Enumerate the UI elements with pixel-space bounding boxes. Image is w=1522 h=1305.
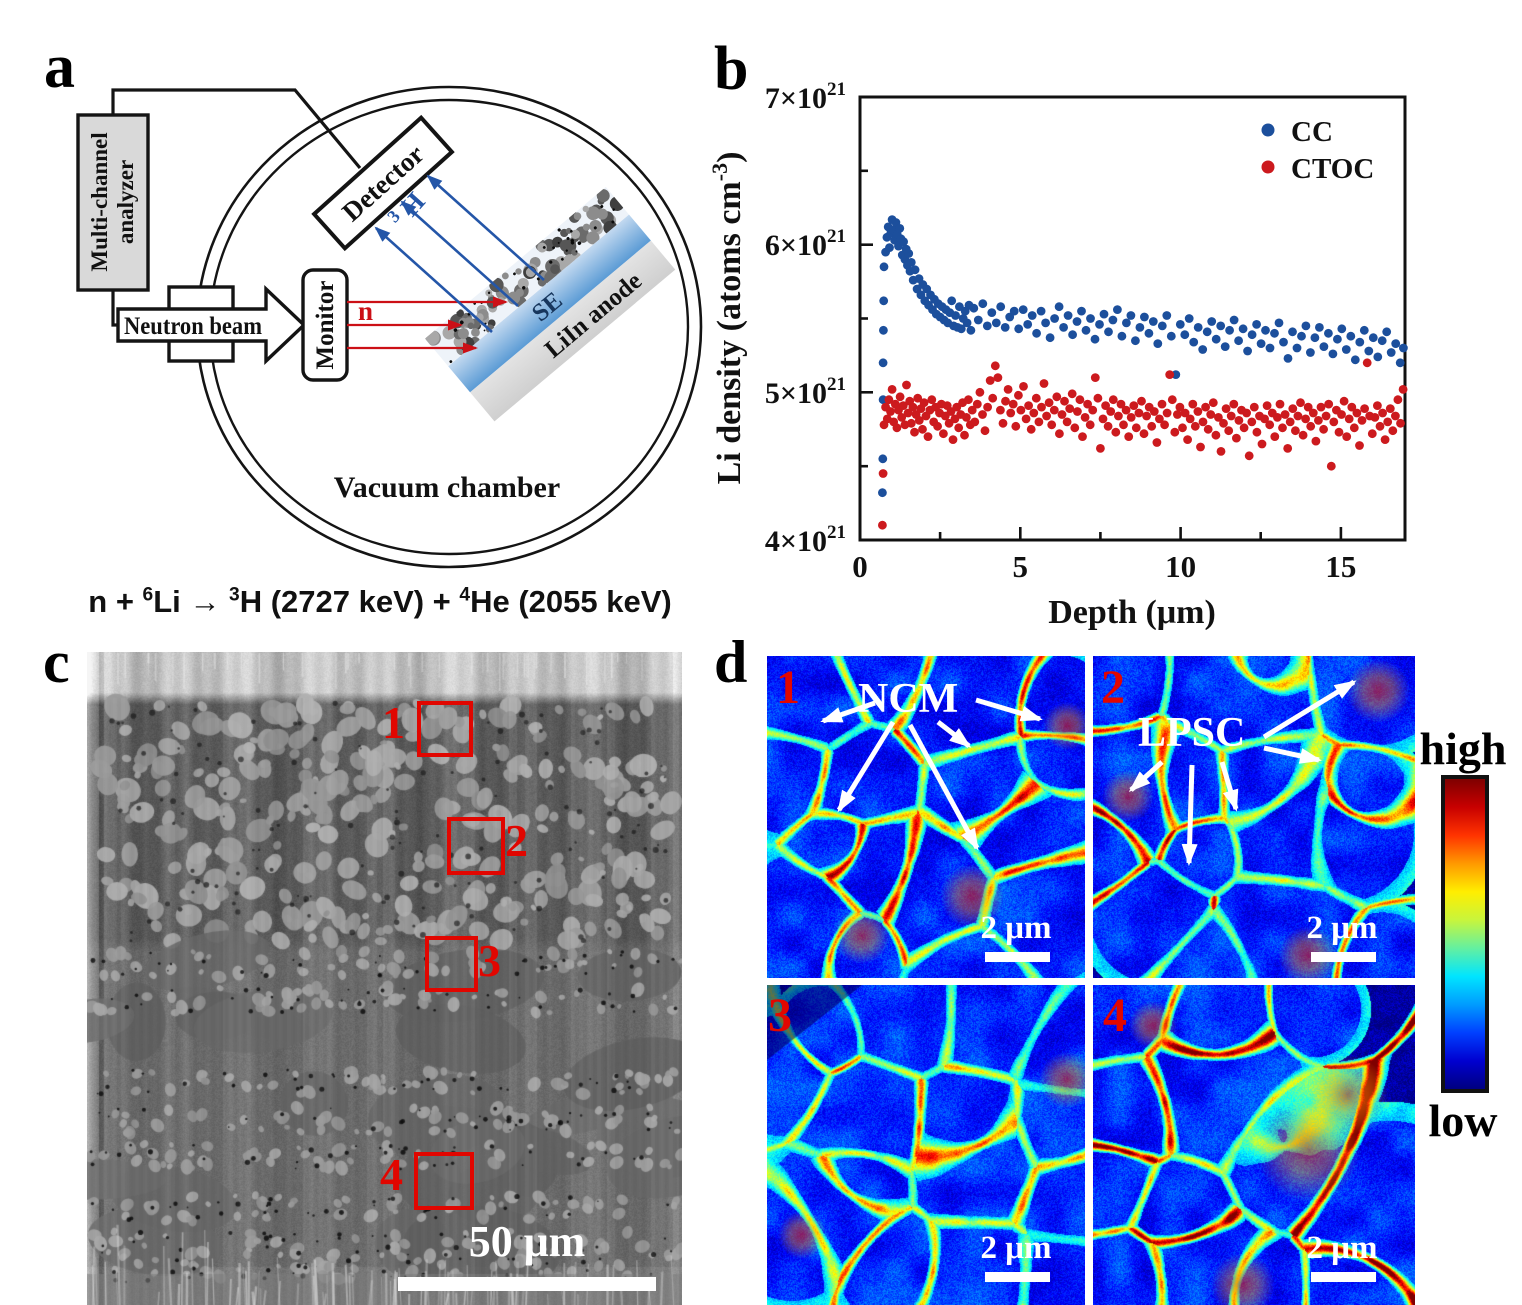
equation-superscript: 4	[459, 584, 471, 606]
heatmap-scalebar-text-2: 2 μm	[1306, 910, 1378, 946]
legend-marker-ctoc	[1261, 160, 1275, 174]
quadrant-number-1: 1	[776, 661, 800, 714]
analyzer-box	[76, 113, 150, 292]
analyzer-label-line2: analyzer	[113, 160, 138, 244]
se-layer	[448, 214, 651, 393]
panel-b-label: b	[714, 35, 749, 103]
lpsc-label: LPSC	[1138, 710, 1246, 756]
region-box-3	[425, 936, 478, 992]
region-box-2	[447, 817, 505, 875]
legend-label-ctoc: CTOC	[1291, 153, 1374, 185]
x-tick-label: 0	[852, 549, 868, 584]
sem-image	[87, 652, 682, 1305]
heatmap-scalebar-2	[1311, 952, 1376, 962]
legend-label-cc: CC	[1291, 116, 1333, 148]
x-tick-label: 15	[1325, 549, 1356, 584]
x-tick-label: 5	[1013, 549, 1029, 584]
neutron-beam-arrow	[116, 285, 307, 365]
colorbar	[1441, 775, 1489, 1093]
heatmap-scalebar-text-4: 2 μm	[1306, 1230, 1378, 1266]
y-axis-ticks	[860, 169, 873, 468]
chart-legend: CC CTOC	[1261, 116, 1374, 185]
heatmap-region-4	[1093, 985, 1415, 1305]
y-tick-label: 7×1021	[765, 79, 846, 115]
region-number-4: 4	[380, 1149, 403, 1200]
panel-b-chart: 7×1021 6×1021 5×1021 4×1021 0 5 10 15 De…	[707, 79, 1408, 630]
neutron-ray-label: n	[358, 296, 373, 326]
scatter-points	[878, 215, 1408, 530]
colorbar-high-label: high	[1419, 723, 1507, 774]
panel-c-label: c	[43, 629, 70, 695]
quadrant-number-4: 4	[1103, 989, 1127, 1042]
quadrant-number-2: 2	[1101, 661, 1125, 714]
panel-a-label: a	[44, 33, 75, 101]
region-number-1: 1	[382, 697, 405, 748]
sem-scalebar-text: 50 μm	[468, 1217, 586, 1266]
region-box-1	[417, 701, 473, 757]
heatmap-scalebar-text-3: 2 μm	[980, 1230, 1052, 1266]
equation-segment: He (2055 keV)	[470, 584, 672, 619]
region-number-3: 3	[478, 935, 501, 986]
analyzer-detector-wire	[111, 88, 362, 170]
equation-superscript: 3	[229, 584, 240, 606]
colorbar-low-label: low	[1428, 1095, 1498, 1146]
triton-rays	[374, 174, 545, 333]
equation-superscript: 6	[142, 584, 154, 606]
heatmap-scalebar-text-1: 2 μm	[980, 910, 1052, 946]
heatmap-scalebar-3	[985, 1272, 1050, 1282]
y-tick-label: 6×1021	[765, 226, 846, 262]
region-box-4	[414, 1152, 474, 1210]
heatmap-scalebar-4	[1311, 1272, 1376, 1282]
y-tick-label: 4×1021	[765, 522, 846, 558]
quadrant-number-3: 3	[768, 989, 792, 1042]
x-axis-ticks	[858, 527, 1343, 540]
region-number-2: 2	[505, 815, 528, 866]
reaction-equation: n + 6Li → 3H (2727 keV) + 4He (2055 keV)	[50, 584, 710, 620]
ncm-label: NCM	[858, 676, 959, 722]
panel-d-label: d	[714, 629, 748, 695]
neutron-beam-label: Neutron beam	[124, 313, 262, 340]
panel-a-diagram: Neutron beam Multi-channel analyzer Dete…	[76, 85, 703, 569]
heatmap-region-2	[1093, 656, 1415, 978]
x-tick-label: 10	[1165, 549, 1196, 584]
liin-anode-layer	[470, 240, 676, 422]
vacuum-chamber-label: Vacuum chamber	[334, 471, 560, 504]
equation-segment: Li →	[153, 584, 229, 619]
heatmap-region-3	[767, 985, 1085, 1305]
sem-scalebar	[398, 1277, 656, 1291]
x-axis-title: Depth (μm)	[1048, 594, 1216, 630]
equation-segment: H (2727 keV) +	[239, 584, 460, 619]
y-tick-label: 5×1021	[765, 374, 846, 410]
heatmap-scalebar-1	[985, 952, 1050, 962]
legend-marker-cc	[1261, 123, 1275, 137]
y-axis-title: Li density (atoms cm-3)	[707, 152, 748, 485]
analyzer-label-line1: Multi-channel	[87, 132, 112, 271]
monitor-label: Monitor	[312, 281, 339, 370]
equation-segment: n +	[88, 584, 143, 619]
neutron-rays	[347, 296, 508, 354]
